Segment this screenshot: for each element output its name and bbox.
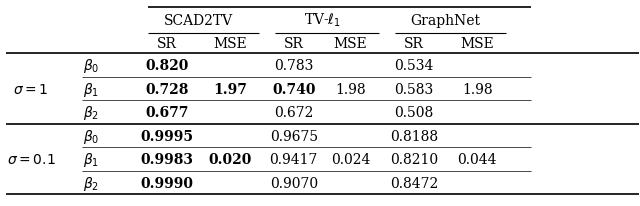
Text: $\beta_0$: $\beta_0$ bbox=[83, 57, 99, 75]
Text: 0.508: 0.508 bbox=[394, 106, 434, 120]
Text: $\sigma=1$: $\sigma=1$ bbox=[13, 82, 49, 96]
Text: 1.97: 1.97 bbox=[214, 82, 248, 96]
Text: $\beta_2$: $\beta_2$ bbox=[83, 174, 99, 192]
Text: MSE: MSE bbox=[214, 37, 248, 51]
Text: 0.9995: 0.9995 bbox=[141, 129, 194, 143]
Text: $\beta_2$: $\beta_2$ bbox=[83, 104, 99, 122]
Text: SCAD2TV: SCAD2TV bbox=[164, 14, 234, 28]
Text: SR: SR bbox=[284, 37, 304, 51]
Text: MSE: MSE bbox=[334, 37, 367, 51]
Text: 0.044: 0.044 bbox=[458, 152, 497, 166]
Text: TV-$\ell_1$: TV-$\ell_1$ bbox=[304, 12, 340, 29]
Text: SR: SR bbox=[404, 37, 424, 51]
Text: MSE: MSE bbox=[460, 37, 494, 51]
Text: $\sigma=0.1$: $\sigma=0.1$ bbox=[7, 152, 56, 166]
Text: 0.728: 0.728 bbox=[145, 82, 189, 96]
Text: 0.9675: 0.9675 bbox=[269, 129, 318, 143]
Text: 0.9983: 0.9983 bbox=[141, 152, 194, 166]
Text: GraphNet: GraphNet bbox=[411, 14, 481, 28]
Text: $\beta_1$: $\beta_1$ bbox=[83, 150, 99, 168]
Text: 0.583: 0.583 bbox=[394, 82, 434, 96]
Text: 0.534: 0.534 bbox=[394, 59, 434, 73]
Text: 0.9417: 0.9417 bbox=[269, 152, 318, 166]
Text: $\beta_0$: $\beta_0$ bbox=[83, 127, 99, 145]
Text: 0.8210: 0.8210 bbox=[390, 152, 438, 166]
Text: 0.8188: 0.8188 bbox=[390, 129, 438, 143]
Text: 0.8472: 0.8472 bbox=[390, 176, 438, 190]
Text: 0.672: 0.672 bbox=[274, 106, 314, 120]
Text: 0.024: 0.024 bbox=[331, 152, 371, 166]
Text: 0.740: 0.740 bbox=[272, 82, 316, 96]
Text: SR: SR bbox=[157, 37, 177, 51]
Text: 0.9990: 0.9990 bbox=[141, 176, 194, 190]
Text: 0.783: 0.783 bbox=[274, 59, 314, 73]
Text: $\beta_1$: $\beta_1$ bbox=[83, 80, 99, 98]
Text: 0.820: 0.820 bbox=[145, 59, 189, 73]
Text: 1.98: 1.98 bbox=[462, 82, 493, 96]
Text: 1.98: 1.98 bbox=[335, 82, 366, 96]
Text: 0.020: 0.020 bbox=[209, 152, 252, 166]
Text: 0.677: 0.677 bbox=[145, 106, 189, 120]
Text: 0.9070: 0.9070 bbox=[269, 176, 318, 190]
